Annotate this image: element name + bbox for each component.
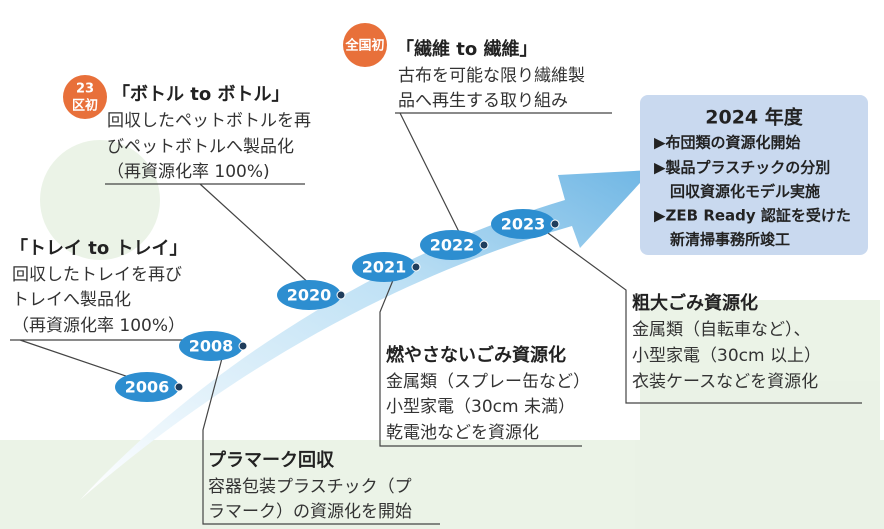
year-dot	[480, 241, 488, 249]
summary-item: ▶製品プラスチックの分別	[654, 159, 830, 177]
badge-text: 区初	[72, 98, 98, 114]
note-title: 「トレイ to トレイ」	[10, 237, 188, 259]
summary-item: ▶布団類の資源化開始	[654, 134, 801, 152]
summary-item: 新清掃事務所竣工	[670, 231, 790, 249]
note-line: ラマーク）の資源化を開始	[208, 502, 412, 522]
summary-title: 2024 年度	[705, 106, 803, 129]
year-dot	[175, 383, 183, 391]
note-line: 回収したトレイを再び	[12, 265, 182, 285]
note-line: 容器包装プラスチック（プ	[208, 477, 412, 497]
year-label: 2008	[189, 337, 234, 356]
year-label: 2023	[501, 215, 546, 234]
note-line: 衣装ケースなどを資源化	[632, 372, 818, 392]
note-title: 燃やさないごみ資源化	[386, 344, 566, 366]
note-line: （再資源化率 100%)	[107, 162, 270, 182]
note-line: びペットボトルへ製品化	[107, 137, 294, 157]
year-dot	[337, 291, 345, 299]
note-title: 粗大ごみ資源化	[632, 292, 758, 314]
year-label: 2022	[430, 236, 475, 255]
infographic: 2024 年度 ▶布団類の資源化開始 ▶製品プラスチックの分別 回収資源化モデル…	[0, 0, 884, 529]
note-title: 「繊維 to 繊維」	[396, 38, 538, 60]
note-line: 小型家電（30cm 未満）	[386, 397, 575, 417]
year-dot	[412, 263, 420, 271]
badge-text: 23	[76, 82, 94, 97]
note-line: 金属類（スプレー缶など）	[386, 372, 590, 392]
year-label: 2006	[125, 378, 170, 397]
summary-item: 回収資源化モデル実施	[670, 183, 820, 201]
note-line: （再資源化率 100%）	[12, 316, 185, 336]
note-line: 金属類（自転車など）、	[632, 320, 811, 340]
note-line: 回収したペットボトルを再	[107, 111, 311, 131]
note-line: 古布を可能な限り繊維製	[398, 66, 585, 86]
summary-item: ▶ZEB Ready 認証を受けた	[654, 207, 851, 225]
year-label: 2021	[362, 258, 407, 277]
note-line: 小型家電（30cm 以上）	[632, 346, 821, 366]
note-line: 乾電池などを資源化	[386, 423, 539, 443]
note-title: 「ボトル to ボトル」	[112, 83, 290, 105]
note-title: プラマーク回収	[208, 449, 335, 471]
year-label: 2020	[287, 286, 332, 305]
year-dot	[551, 220, 559, 228]
year-dot	[239, 342, 247, 350]
note-line: トレイへ製品化	[12, 290, 131, 310]
note-line: 品へ再生する取り組み	[398, 91, 568, 111]
badge-text: 全国初	[344, 38, 384, 54]
